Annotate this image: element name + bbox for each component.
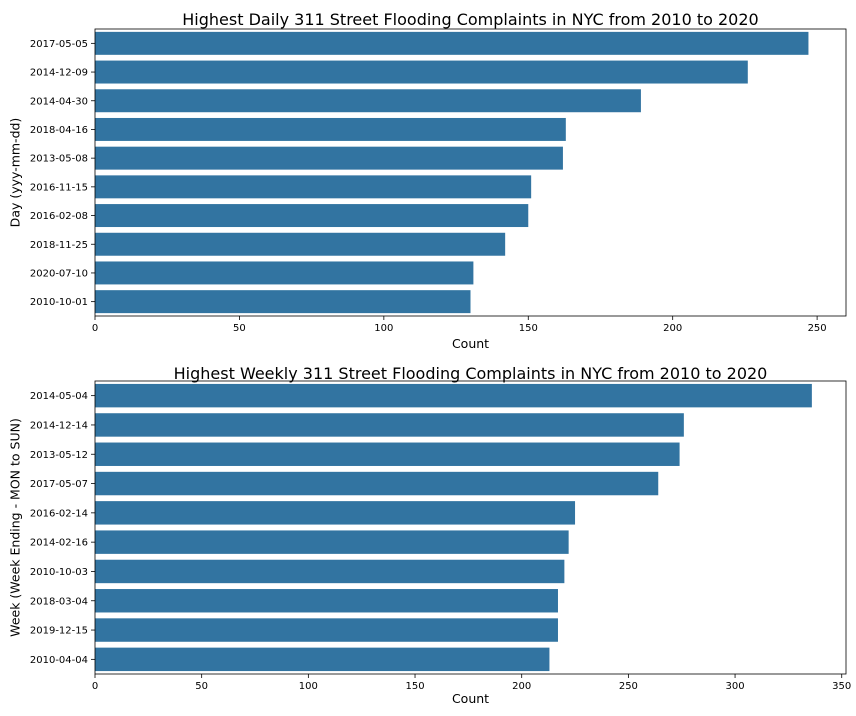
x-tick-label: 250 xyxy=(619,681,638,692)
y-tick-label: 2014-04-30 xyxy=(30,96,88,107)
bar xyxy=(95,530,569,554)
y-tick-label: 2013-05-08 xyxy=(30,154,88,165)
y-tick-label: 2018-11-25 xyxy=(30,240,88,251)
bar xyxy=(95,471,659,496)
bar xyxy=(95,89,641,113)
x-tick-label: 200 xyxy=(663,323,682,334)
y-tick-label: 2018-04-16 xyxy=(30,125,88,136)
y-tick-label: 2014-12-14 xyxy=(30,420,88,431)
x-tick-label: 100 xyxy=(299,681,318,692)
x-tick-label: 350 xyxy=(832,681,851,692)
bar xyxy=(95,175,532,199)
bar xyxy=(95,442,680,466)
x-tick-label: 0 xyxy=(92,681,98,692)
x-axis-label: Count xyxy=(452,336,489,351)
bar xyxy=(95,383,812,408)
x-tick-label: 50 xyxy=(233,323,246,334)
y-tick-label: 2016-02-08 xyxy=(30,211,88,222)
y-axis-label: Day (yyy-mm-dd) xyxy=(8,118,23,228)
bar xyxy=(95,117,566,141)
bar xyxy=(95,204,529,228)
bar xyxy=(95,146,563,170)
y-tick-label: 2014-12-09 xyxy=(30,68,88,79)
bar xyxy=(95,232,506,256)
bar xyxy=(95,290,471,314)
x-tick-label: 0 xyxy=(92,323,98,334)
bar xyxy=(95,60,748,84)
y-tick-label: 2010-04-04 xyxy=(30,655,88,666)
chart-2: Highest Weekly 311 Street Flooding Compl… xyxy=(8,364,852,706)
y-axis-label: Week (Week Ending - MON to SUN) xyxy=(8,418,23,637)
x-axis-label: Count xyxy=(452,691,489,706)
y-tick-label: 2010-10-03 xyxy=(30,567,88,578)
bar xyxy=(95,501,576,525)
chart-title: Highest Daily 311 Street Flooding Compla… xyxy=(182,10,758,29)
bar xyxy=(95,261,474,285)
bar xyxy=(95,618,558,642)
bar xyxy=(95,559,565,584)
x-tick-label: 150 xyxy=(405,681,424,692)
bar xyxy=(95,589,558,613)
bar xyxy=(95,31,809,55)
y-tick-label: 2014-05-04 xyxy=(30,391,88,402)
plot-frame xyxy=(94,28,847,317)
x-tick-label: 100 xyxy=(374,323,393,334)
y-tick-label: 2020-07-10 xyxy=(30,268,88,279)
chart-1: Highest Daily 311 Street Flooding Compla… xyxy=(8,10,847,351)
y-tick-label: 2016-11-15 xyxy=(30,182,88,193)
y-tick-label: 2016-02-14 xyxy=(30,508,88,519)
x-tick-label: 200 xyxy=(512,681,531,692)
x-tick-label: 150 xyxy=(519,323,538,334)
chart-title: Highest Weekly 311 Street Flooding Compl… xyxy=(174,364,768,383)
bar xyxy=(95,413,684,437)
y-tick-label: 2014-02-16 xyxy=(30,538,88,549)
y-tick-label: 2017-05-07 xyxy=(30,479,88,490)
y-tick-label: 2018-03-04 xyxy=(30,596,88,607)
x-tick-label: 50 xyxy=(195,681,208,692)
bar xyxy=(95,647,550,672)
x-tick-label: 300 xyxy=(726,681,745,692)
y-tick-label: 2010-10-01 xyxy=(30,297,88,308)
plot-frame xyxy=(94,380,847,675)
y-tick-label: 2013-05-12 xyxy=(30,450,88,461)
y-tick-label: 2017-05-05 xyxy=(30,39,88,50)
x-tick-label: 250 xyxy=(808,323,827,334)
y-tick-label: 2019-12-15 xyxy=(30,626,88,637)
